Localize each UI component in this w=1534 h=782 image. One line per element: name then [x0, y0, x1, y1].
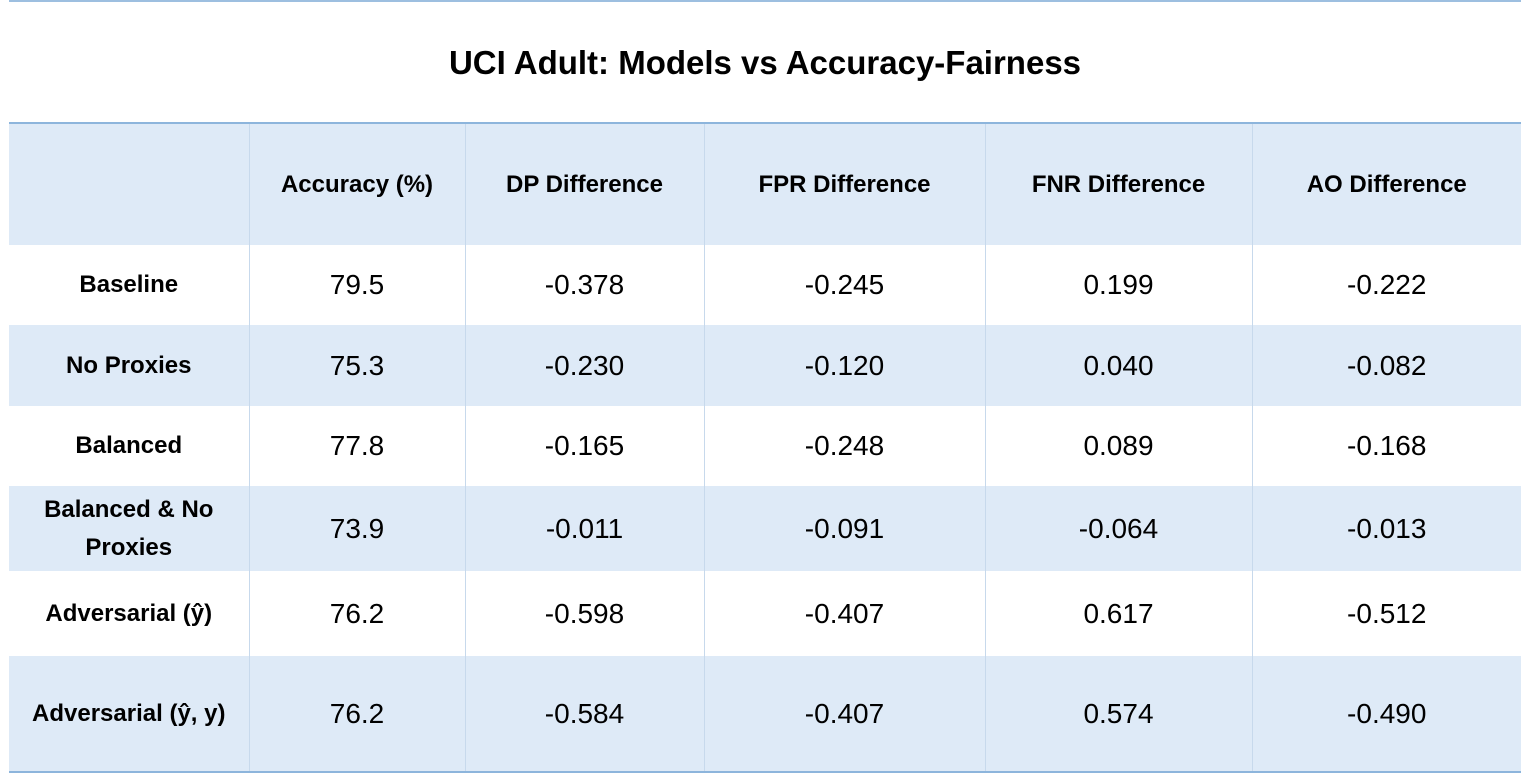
cell-fpr-difference: -0.245 [703, 245, 985, 325]
row-label: Balanced [75, 432, 183, 459]
top-rule [9, 0, 1521, 2]
header-row: Accuracy (%) DP Difference FPR Differenc… [9, 123, 1521, 245]
table-row: Adversarial (ŷ, y) 76.2 -0.584 -0.407 0.… [9, 656, 1521, 772]
column-header-dp-difference: DP Difference [464, 123, 704, 245]
cell-dp-difference: -0.598 [464, 571, 704, 656]
cell-fpr-difference: -0.407 [703, 656, 985, 772]
row-label: Balanced & No Proxies [44, 495, 214, 561]
table-row: No Proxies 75.3 -0.230 -0.120 0.040 -0.0… [9, 325, 1521, 406]
cell-fnr-difference: 0.040 [984, 325, 1252, 406]
cell-fpr-difference: -0.120 [703, 325, 985, 406]
table-row: Adversarial (ŷ) 76.2 -0.598 -0.407 0.617… [9, 571, 1521, 656]
cell-fnr-difference: 0.617 [984, 571, 1252, 656]
cell-accuracy: 79.5 [248, 245, 465, 325]
cell-accuracy: 76.2 [248, 656, 465, 772]
cell-ao-difference: -0.082 [1251, 325, 1521, 406]
column-header-fpr-difference: FPR Difference [703, 123, 985, 245]
column-header-corner [9, 123, 249, 245]
cell-dp-difference: -0.165 [464, 406, 704, 486]
cell-fnr-difference: 0.089 [984, 406, 1252, 486]
table-row: Balanced 77.8 -0.165 -0.248 0.089 -0.168 [9, 406, 1521, 486]
column-header-ao-difference: AO Difference [1251, 123, 1521, 245]
cell-ao-difference: -0.222 [1251, 245, 1521, 325]
cell-accuracy: 73.9 [248, 486, 465, 571]
results-table: Accuracy (%) DP Difference FPR Differenc… [9, 122, 1521, 773]
cell-fpr-difference: -0.091 [703, 486, 985, 571]
cell-fnr-difference: 0.199 [984, 245, 1252, 325]
cell-dp-difference: -0.378 [464, 245, 704, 325]
cell-ao-difference: -0.013 [1251, 486, 1521, 571]
column-header-fnr-difference: FNR Difference [984, 123, 1252, 245]
cell-ao-difference: -0.168 [1251, 406, 1521, 486]
cell-dp-difference: -0.584 [464, 656, 704, 772]
cell-fpr-difference: -0.407 [703, 571, 985, 656]
cell-ao-difference: -0.490 [1251, 656, 1521, 772]
cell-fnr-difference: 0.574 [984, 656, 1252, 772]
cell-accuracy: 75.3 [248, 325, 465, 406]
cell-dp-difference: -0.011 [464, 486, 704, 571]
row-label: Adversarial (ŷ, y) [32, 699, 226, 727]
cell-dp-difference: -0.230 [464, 325, 704, 406]
cell-accuracy: 76.2 [248, 571, 465, 656]
column-header-accuracy: Accuracy (%) [248, 123, 465, 245]
cell-fnr-difference: -0.064 [984, 486, 1252, 571]
table-title: UCI Adult: Models vs Accuracy-Fairness [448, 44, 1082, 81]
row-label: No Proxies [66, 351, 192, 379]
table-row: Baseline 79.5 -0.378 -0.245 0.199 -0.222 [9, 245, 1521, 325]
row-label: Adversarial (ŷ) [45, 599, 213, 627]
table-row: Balanced & No Proxies 73.9 -0.011 -0.091… [9, 486, 1521, 571]
cell-fpr-difference: -0.248 [703, 406, 985, 486]
cell-accuracy: 77.8 [248, 406, 465, 486]
row-label: Baseline [79, 271, 179, 298]
cell-ao-difference: -0.512 [1251, 571, 1521, 656]
